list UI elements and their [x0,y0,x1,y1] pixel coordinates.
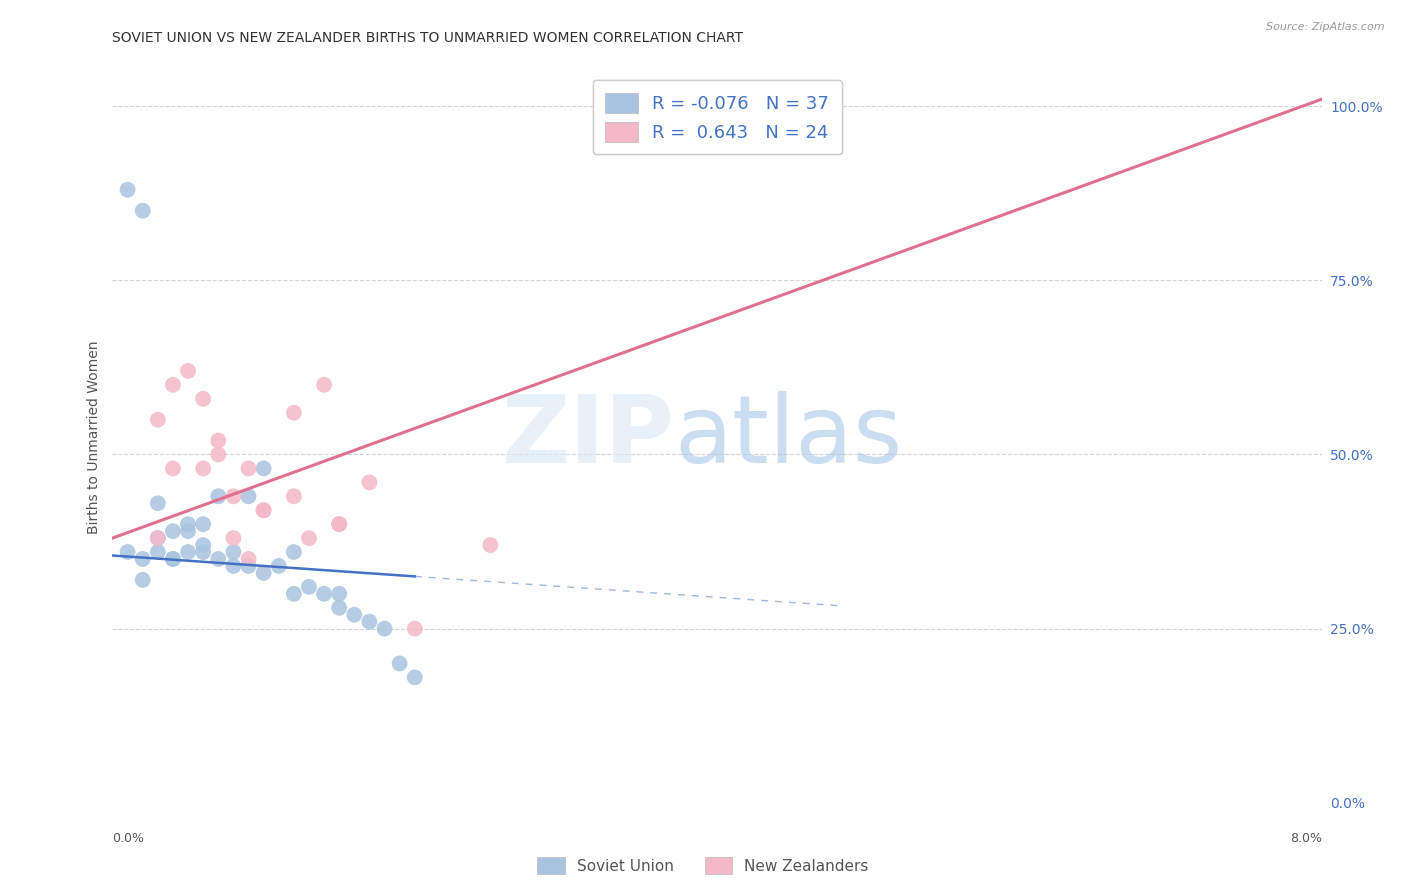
Point [162,552,184,566]
Text: Source: ZipAtlas.com: Source: ZipAtlas.com [1267,22,1385,32]
Legend: R = -0.076   N = 37, R =  0.643   N = 24: R = -0.076 N = 37, R = 0.643 N = 24 [592,80,842,154]
Point [328,587,350,601]
Point [328,600,350,615]
Point [253,503,276,517]
Point [146,531,169,545]
Point [117,545,139,559]
Point [267,558,290,573]
Point [191,517,215,532]
Point [253,461,276,475]
Point [312,377,335,392]
Point [177,364,200,378]
Text: 8.0%: 8.0% [1289,832,1322,845]
Point [222,531,245,545]
Point [283,545,305,559]
Point [146,412,169,426]
Point [312,587,335,601]
Point [328,517,350,532]
Point [177,545,200,559]
Point [207,552,229,566]
Point [404,670,426,684]
Point [191,392,215,406]
Point [238,558,260,573]
Point [177,517,200,532]
Point [479,538,502,552]
Point [207,489,229,503]
Point [359,615,381,629]
Point [162,552,184,566]
Point [388,657,411,671]
Point [207,448,229,462]
Point [283,489,305,503]
Point [283,587,305,601]
Text: 0.0%: 0.0% [112,832,145,845]
Point [132,203,155,218]
Point [298,531,321,545]
Point [298,580,321,594]
Point [373,622,396,636]
Point [238,552,260,566]
Point [191,461,215,475]
Point [146,531,169,545]
Point [328,517,350,532]
Point [146,496,169,510]
Text: ZIP: ZIP [502,391,675,483]
Point [283,406,305,420]
Point [238,489,260,503]
Point [253,566,276,580]
Point [146,545,169,559]
Point [132,552,155,566]
Y-axis label: Births to Unmarried Women: Births to Unmarried Women [87,341,101,533]
Point [162,461,184,475]
Point [359,475,381,490]
Point [404,622,426,636]
Point [222,489,245,503]
Legend: Soviet Union, New Zealanders: Soviet Union, New Zealanders [531,851,875,880]
Point [132,573,155,587]
Point [162,377,184,392]
Text: atlas: atlas [675,391,903,483]
Point [207,434,229,448]
Text: SOVIET UNION VS NEW ZEALANDER BIRTHS TO UNMARRIED WOMEN CORRELATION CHART: SOVIET UNION VS NEW ZEALANDER BIRTHS TO … [112,31,744,45]
Point [191,538,215,552]
Point [343,607,366,622]
Point [191,545,215,559]
Point [162,524,184,538]
Point [253,503,276,517]
Point [222,558,245,573]
Point [177,524,200,538]
Point [222,545,245,559]
Point [117,183,139,197]
Point [238,461,260,475]
